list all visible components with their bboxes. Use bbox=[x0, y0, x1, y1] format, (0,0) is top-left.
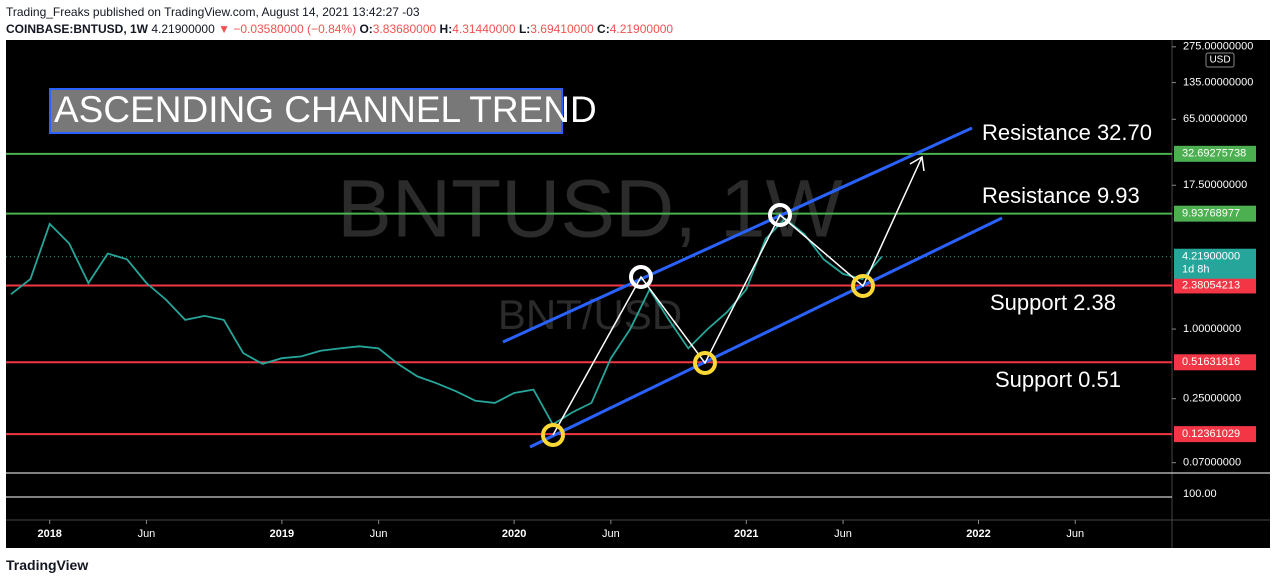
channel-upper bbox=[502, 126, 973, 344]
x-tick-label: Jun bbox=[138, 528, 156, 540]
level-label: 9.93768977 bbox=[1182, 208, 1240, 220]
y-tick-label: 0.07000000 bbox=[1183, 457, 1241, 469]
y-tick-label: 1.00000000 bbox=[1183, 323, 1241, 335]
x-tick-label: 2020 bbox=[502, 528, 526, 540]
annotation: Support 0.51 bbox=[995, 367, 1121, 392]
annotation: Resistance 9.93 bbox=[982, 183, 1140, 208]
title-box bbox=[49, 88, 563, 134]
level-label: 32.69275738 bbox=[1182, 148, 1246, 160]
countdown: 1d 8h bbox=[1182, 264, 1210, 276]
annotation: Resistance 32.70 bbox=[982, 120, 1152, 145]
x-tick-label: Jun bbox=[370, 528, 388, 540]
x-tick-label: Jun bbox=[1066, 528, 1084, 540]
x-tick-label: 2022 bbox=[966, 528, 990, 540]
close: 4.21900000 bbox=[609, 22, 674, 36]
level-tag bbox=[1174, 205, 1256, 222]
watermark: BNTUSD, 1W bbox=[337, 164, 843, 255]
level-tag bbox=[1174, 277, 1256, 294]
change: ▼ −0.03580000 (−0.84%) bbox=[218, 22, 357, 36]
x-tick-label: Jun bbox=[834, 528, 852, 540]
header: Trading_Freaks published on TradingView.… bbox=[6, 4, 673, 38]
publisher: Trading_Freaks published on TradingView.… bbox=[6, 5, 420, 19]
h-label: H: bbox=[439, 22, 453, 36]
trough-circle bbox=[693, 351, 717, 375]
open: 3.83680000 bbox=[372, 22, 437, 36]
pane-tick-label: 100.00 bbox=[1183, 488, 1217, 500]
x-tick-label: 2018 bbox=[37, 528, 61, 540]
level-label: 0.12361029 bbox=[1182, 428, 1240, 440]
annotation: Support 2.38 bbox=[990, 290, 1116, 315]
y-tick-label: 17.50000000 bbox=[1183, 179, 1247, 191]
c-label: C: bbox=[597, 22, 610, 36]
last: 4.21900000 bbox=[151, 22, 215, 36]
path-arrow bbox=[552, 156, 923, 436]
o-label: O: bbox=[359, 22, 373, 36]
level-tag bbox=[1174, 426, 1256, 443]
l-label: L: bbox=[518, 22, 531, 36]
trough-circle bbox=[851, 274, 875, 298]
level-label: 2.38054213 bbox=[1182, 279, 1240, 291]
low: 3.69410000 bbox=[530, 22, 594, 36]
level-tag bbox=[1174, 145, 1256, 162]
level-label: 0.51631816 bbox=[1182, 356, 1240, 368]
y-tick-label: 135.00000000 bbox=[1183, 76, 1253, 88]
y-tick-label: 275.00000000 bbox=[1183, 41, 1253, 53]
peak-circle bbox=[629, 265, 653, 289]
peak-circle bbox=[768, 203, 792, 227]
high: 4.31440000 bbox=[452, 22, 516, 36]
x-tick-label: 2019 bbox=[270, 528, 294, 540]
symbol: COINBASE:BNTUSD, 1W bbox=[6, 22, 149, 36]
chart: BNTUSD, 1W BNT/USD 32.692757389.93768977… bbox=[6, 40, 1270, 548]
ohlc: COINBASE:BNTUSD, 1W 4.21900000 ▼ −0.0358… bbox=[6, 21, 673, 38]
last-price-tag bbox=[1174, 248, 1256, 279]
currency-box bbox=[1205, 52, 1235, 68]
footer: TradingView bbox=[6, 557, 89, 573]
channel-lower bbox=[529, 216, 1003, 449]
y-tick-label: 65.00000000 bbox=[1183, 113, 1247, 125]
x-tick-label: Jun bbox=[602, 528, 620, 540]
last-price-label: 4.21900000 bbox=[1182, 251, 1240, 263]
level-tag bbox=[1174, 354, 1256, 371]
currency: USD bbox=[1209, 55, 1230, 66]
arrow-head bbox=[909, 155, 925, 172]
trough-circle bbox=[541, 423, 565, 447]
y-tick-label: 0.25000000 bbox=[1183, 393, 1241, 405]
chart-title: ASCENDING CHANNEL TREND bbox=[54, 89, 597, 130]
x-tick-label: 2021 bbox=[734, 528, 758, 540]
